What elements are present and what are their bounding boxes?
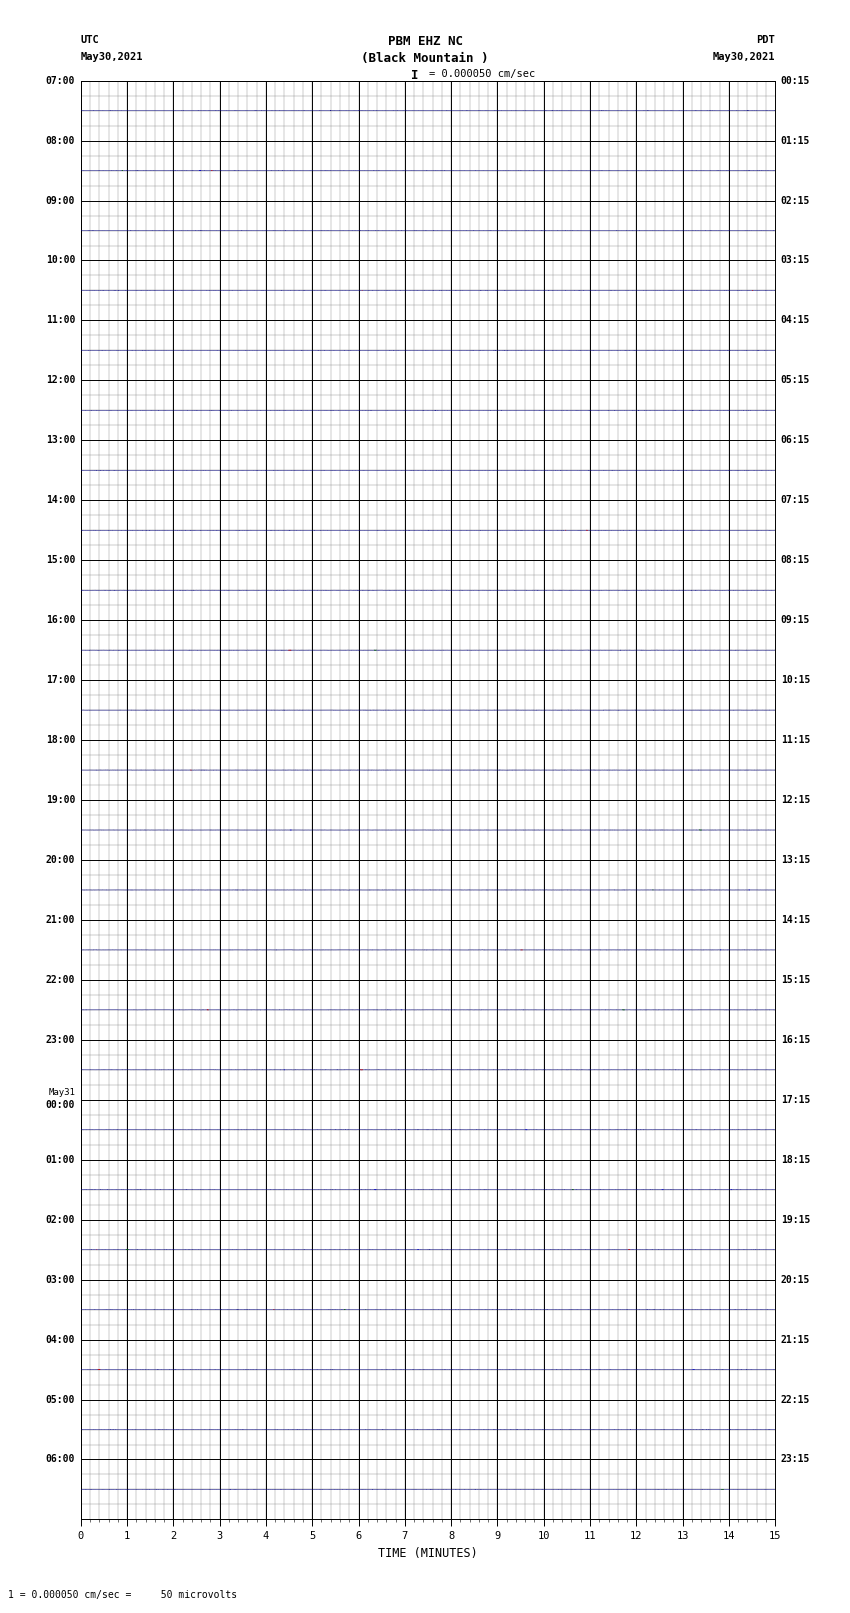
Text: 23:15: 23:15 bbox=[781, 1455, 810, 1465]
Text: (Black Mountain ): (Black Mountain ) bbox=[361, 52, 489, 65]
Text: 16:00: 16:00 bbox=[46, 615, 75, 626]
Text: 14:15: 14:15 bbox=[781, 915, 810, 924]
Text: PBM EHZ NC: PBM EHZ NC bbox=[388, 35, 462, 48]
Text: 22:15: 22:15 bbox=[781, 1395, 810, 1405]
Text: 10:15: 10:15 bbox=[781, 676, 810, 686]
Text: 21:15: 21:15 bbox=[781, 1334, 810, 1345]
Text: 06:00: 06:00 bbox=[46, 1455, 75, 1465]
Text: 00:15: 00:15 bbox=[781, 76, 810, 85]
Text: 07:00: 07:00 bbox=[46, 76, 75, 85]
Text: 09:15: 09:15 bbox=[781, 615, 810, 626]
Text: 03:15: 03:15 bbox=[781, 255, 810, 266]
Text: I: I bbox=[411, 69, 418, 82]
Text: 04:00: 04:00 bbox=[46, 1334, 75, 1345]
Text: 15:15: 15:15 bbox=[781, 974, 810, 986]
Text: 19:15: 19:15 bbox=[781, 1215, 810, 1224]
Text: 13:00: 13:00 bbox=[46, 436, 75, 445]
Text: 04:15: 04:15 bbox=[781, 316, 810, 326]
Text: PDT: PDT bbox=[756, 35, 775, 45]
Text: 08:00: 08:00 bbox=[46, 135, 75, 145]
Text: 20:15: 20:15 bbox=[781, 1274, 810, 1284]
Text: 01:15: 01:15 bbox=[781, 135, 810, 145]
Text: 22:00: 22:00 bbox=[46, 974, 75, 986]
Text: 1 = 0.000050 cm/sec =     50 microvolts: 1 = 0.000050 cm/sec = 50 microvolts bbox=[8, 1590, 238, 1600]
Text: May31: May31 bbox=[48, 1089, 75, 1097]
Text: 18:15: 18:15 bbox=[781, 1155, 810, 1165]
Text: 08:15: 08:15 bbox=[781, 555, 810, 565]
Text: 03:00: 03:00 bbox=[46, 1274, 75, 1284]
Text: = 0.000050 cm/sec: = 0.000050 cm/sec bbox=[429, 69, 536, 79]
Text: May30,2021: May30,2021 bbox=[81, 52, 144, 61]
Text: 15:00: 15:00 bbox=[46, 555, 75, 565]
Text: 19:00: 19:00 bbox=[46, 795, 75, 805]
Text: 13:15: 13:15 bbox=[781, 855, 810, 865]
Text: 05:15: 05:15 bbox=[781, 376, 810, 386]
Text: UTC: UTC bbox=[81, 35, 99, 45]
Text: 02:15: 02:15 bbox=[781, 195, 810, 205]
Text: 21:00: 21:00 bbox=[46, 915, 75, 924]
Text: 05:00: 05:00 bbox=[46, 1395, 75, 1405]
Text: 17:15: 17:15 bbox=[781, 1095, 810, 1105]
Text: 11:15: 11:15 bbox=[781, 736, 810, 745]
Text: 09:00: 09:00 bbox=[46, 195, 75, 205]
Text: 06:15: 06:15 bbox=[781, 436, 810, 445]
Text: 10:00: 10:00 bbox=[46, 255, 75, 266]
Text: 01:00: 01:00 bbox=[46, 1155, 75, 1165]
Text: 07:15: 07:15 bbox=[781, 495, 810, 505]
Text: 17:00: 17:00 bbox=[46, 676, 75, 686]
Text: 16:15: 16:15 bbox=[781, 1036, 810, 1045]
Text: 12:00: 12:00 bbox=[46, 376, 75, 386]
Text: 11:00: 11:00 bbox=[46, 316, 75, 326]
Text: 00:00: 00:00 bbox=[46, 1100, 75, 1110]
Text: 14:00: 14:00 bbox=[46, 495, 75, 505]
Text: 20:00: 20:00 bbox=[46, 855, 75, 865]
Text: 23:00: 23:00 bbox=[46, 1036, 75, 1045]
Text: 02:00: 02:00 bbox=[46, 1215, 75, 1224]
X-axis label: TIME (MINUTES): TIME (MINUTES) bbox=[378, 1547, 478, 1560]
Text: 18:00: 18:00 bbox=[46, 736, 75, 745]
Text: 12:15: 12:15 bbox=[781, 795, 810, 805]
Text: May30,2021: May30,2021 bbox=[712, 52, 775, 61]
